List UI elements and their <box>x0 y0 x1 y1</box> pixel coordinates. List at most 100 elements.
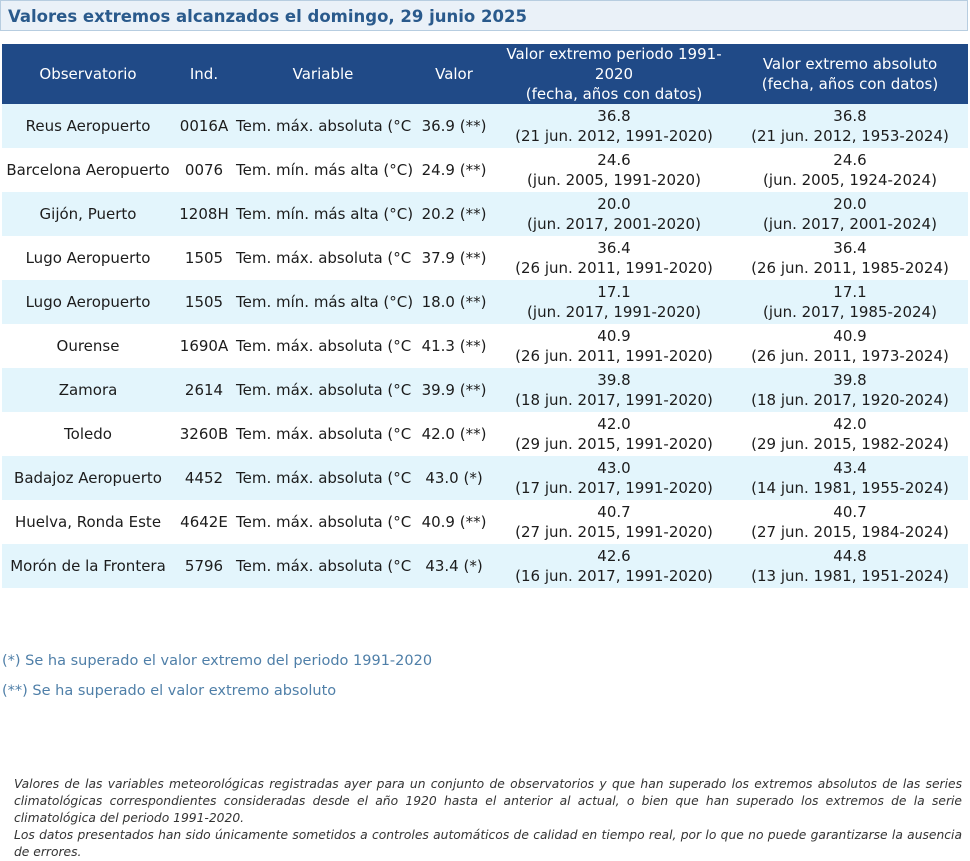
cell-variable: Tem. máx. absoluta (°C) <box>234 544 412 588</box>
cell-extremo-periodo-date: (26 jun. 2011, 1991-2020) <box>515 259 713 277</box>
cell-extremo-periodo-value: 36.8 <box>597 107 631 125</box>
cell-extremo-absoluto-date: (21 jun. 2012, 1953-2024) <box>751 127 949 145</box>
cell-extremo-periodo-date: (18 jun. 2017, 1991-2020) <box>515 391 713 409</box>
cell-indicativo: 1690A <box>174 324 234 368</box>
cell-observatorio: Zamora <box>2 368 174 412</box>
cell-extremo-absoluto-value: 17.1 <box>833 283 867 301</box>
cell-extremo-periodo-date: (27 jun. 2015, 1991-2020) <box>515 523 713 541</box>
cell-indicativo: 2614 <box>174 368 234 412</box>
cell-extremo-absoluto: 36.4 (26 jun. 2011, 1985-2024) <box>732 236 968 280</box>
table-row: Ourense 1690A Tem. máx. absoluta (°C) 41.3 … <box>2 324 968 368</box>
footer-disclaimer: Valores de las variables meteorológicas … <box>14 776 962 861</box>
cell-extremo-absoluto-value: 39.8 <box>833 371 867 389</box>
cell-observatorio: Toledo <box>2 412 174 456</box>
header-variable: Variable <box>234 44 412 104</box>
cell-extremo-absoluto-value: 36.8 <box>833 107 867 125</box>
cell-extremo-periodo: 40.7 (27 jun. 2015, 1991-2020) <box>496 500 732 544</box>
cell-valor: 43.4 (*) <box>412 544 496 588</box>
cell-indicativo: 0076 <box>174 148 234 192</box>
cell-variable: Tem. máx. absoluta (°C) <box>234 456 412 500</box>
cell-indicativo: 5796 <box>174 544 234 588</box>
cell-extremo-absoluto: 17.1 (jun. 2017, 1985-2024) <box>732 280 968 324</box>
cell-extremo-absoluto-date: (29 jun. 2015, 1982-2024) <box>751 435 949 453</box>
cell-extremo-periodo-value: 20.0 <box>597 195 631 213</box>
cell-extremo-periodo-value: 36.4 <box>597 239 631 257</box>
cell-valor: 41.3 (**) <box>412 324 496 368</box>
cell-valor: 43.0 (*) <box>412 456 496 500</box>
cell-observatorio: Lugo Aeropuerto <box>2 280 174 324</box>
cell-observatorio: Badajoz Aeropuerto <box>2 456 174 500</box>
table-row: Reus Aeropuerto 0016A Tem. máx. absoluta (… <box>2 104 968 148</box>
cell-extremo-absoluto: 39.8 (18 jun. 2017, 1920-2024) <box>732 368 968 412</box>
cell-valor: 36.9 (**) <box>412 104 496 148</box>
cell-extremo-periodo: 40.9 (26 jun. 2011, 1991-2020) <box>496 324 732 368</box>
cell-indicativo: 0016A <box>174 104 234 148</box>
header-extremo-periodo-title: Valor extremo periodo 1991-2020 <box>506 45 722 83</box>
footer-line-2: Los datos presentados han sido únicament… <box>14 828 962 859</box>
cell-variable: Tem. máx. absoluta (°C) <box>234 368 412 412</box>
cell-variable: Tem. mín. más alta (°C) <box>234 148 412 192</box>
table-row: Toledo 3260B Tem. máx. absoluta (°C) 42.0 (… <box>2 412 968 456</box>
extremes-table: Observatorio Ind. Variable Valor Valor e… <box>2 44 968 588</box>
cell-observatorio: Morón de la Frontera <box>2 544 174 588</box>
cell-extremo-absoluto: 40.9 (26 jun. 2011, 1973-2024) <box>732 324 968 368</box>
cell-extremo-absoluto-date: (jun. 2005, 1924-2024) <box>763 171 937 189</box>
note-double-star: (**) Se ha superado el valor extremo abs… <box>2 683 337 699</box>
cell-extremo-periodo: 36.4 (26 jun. 2011, 1991-2020) <box>496 236 732 280</box>
header-extremo-periodo-sub: (fecha, años con datos) <box>525 85 703 103</box>
cell-extremo-periodo-date: (26 jun. 2011, 1991-2020) <box>515 347 713 365</box>
cell-extremo-periodo-value: 40.9 <box>597 327 631 345</box>
cell-extremo-periodo: 17.1 (jun. 2017, 1991-2020) <box>496 280 732 324</box>
cell-indicativo: 4452 <box>174 456 234 500</box>
cell-indicativo: 1505 <box>174 236 234 280</box>
cell-observatorio: Barcelona Aeropuerto <box>2 148 174 192</box>
cell-extremo-absoluto-date: (27 jun. 2015, 1984-2024) <box>751 523 949 541</box>
cell-indicativo: 1208H <box>174 192 234 236</box>
table-row: Morón de la Frontera 5796 Tem. máx. absolu… <box>2 544 968 588</box>
table-body: Reus Aeropuerto 0016A Tem. máx. absoluta (… <box>2 104 968 588</box>
header-extremo-absoluto-title: Valor extremo absoluto <box>762 55 938 73</box>
cell-observatorio: Lugo Aeropuerto <box>2 236 174 280</box>
table-row: Gijón, Puerto 1208H Tem. mín. más alta (°C… <box>2 192 968 236</box>
cell-variable: Tem. máx. absoluta (°C) <box>234 104 412 148</box>
cell-extremo-periodo-value: 42.0 <box>597 415 631 433</box>
cell-variable: Tem. máx. absoluta (°C) <box>234 236 412 280</box>
cell-extremo-periodo-date: (jun. 2017, 1991-2020) <box>527 303 701 321</box>
cell-observatorio: Reus Aeropuerto <box>2 104 174 148</box>
cell-indicativo: 3260B <box>174 412 234 456</box>
cell-extremo-absoluto-date: (26 jun. 2011, 1973-2024) <box>751 347 949 365</box>
cell-extremo-absoluto-date: (13 jun. 1981, 1951-2024) <box>751 567 949 585</box>
cell-extremo-absoluto-value: 44.8 <box>833 547 867 565</box>
cell-extremo-absoluto: 36.8 (21 jun. 2012, 1953-2024) <box>732 104 968 148</box>
note-single-star: (*) Se ha superado el valor extremo del … <box>2 653 433 669</box>
table-row: Zamora 2614 Tem. máx. absoluta (°C) 39.9 (*… <box>2 368 968 412</box>
title-bar: Valores extremos alcanzados el domingo, … <box>0 0 968 31</box>
cell-observatorio: Huelva, Ronda Este <box>2 500 174 544</box>
cell-extremo-absoluto-value: 36.4 <box>833 239 867 257</box>
cell-extremo-periodo: 42.6 (16 jun. 2017, 1991-2020) <box>496 544 732 588</box>
cell-extremo-periodo-date: (21 jun. 2012, 1991-2020) <box>515 127 713 145</box>
cell-variable: Tem. máx. absoluta (°C) <box>234 324 412 368</box>
cell-valor: 42.0 (**) <box>412 412 496 456</box>
cell-valor: 24.9 (**) <box>412 148 496 192</box>
cell-extremo-absoluto-date: (26 jun. 2011, 1985-2024) <box>751 259 949 277</box>
header-extremo-absoluto: Valor extremo absoluto (fecha, años con d… <box>732 44 968 104</box>
cell-indicativo: 4642E <box>174 500 234 544</box>
cell-extremo-periodo: 39.8 (18 jun. 2017, 1991-2020) <box>496 368 732 412</box>
cell-extremo-absoluto-value: 20.0 <box>833 195 867 213</box>
cell-extremo-absoluto-value: 40.7 <box>833 503 867 521</box>
cell-extremo-absoluto-date: (14 jun. 1981, 1955-2024) <box>751 479 949 497</box>
cell-extremo-periodo-value: 42.6 <box>597 547 631 565</box>
cell-extremo-periodo: 36.8 (21 jun. 2012, 1991-2020) <box>496 104 732 148</box>
table-row: Lugo Aeropuerto 1505 Tem. mín. más alta (°… <box>2 280 968 324</box>
cell-extremo-periodo: 20.0 (jun. 2017, 2001-2020) <box>496 192 732 236</box>
cell-extremo-periodo: 43.0 (17 jun. 2017, 1991-2020) <box>496 456 732 500</box>
cell-extremo-absoluto-value: 43.4 <box>833 459 867 477</box>
cell-extremo-absoluto: 42.0 (29 jun. 2015, 1982-2024) <box>732 412 968 456</box>
page-title: Valores extremos alcanzados el domingo, … <box>8 7 527 26</box>
table-header-row: Observatorio Ind. Variable Valor Valor e… <box>2 44 968 104</box>
cell-extremo-absoluto-value: 24.6 <box>833 151 867 169</box>
header-extremo-absoluto-sub: (fecha, años con datos) <box>761 75 939 93</box>
cell-extremo-absoluto: 40.7 (27 jun. 2015, 1984-2024) <box>732 500 968 544</box>
cell-observatorio: Ourense <box>2 324 174 368</box>
